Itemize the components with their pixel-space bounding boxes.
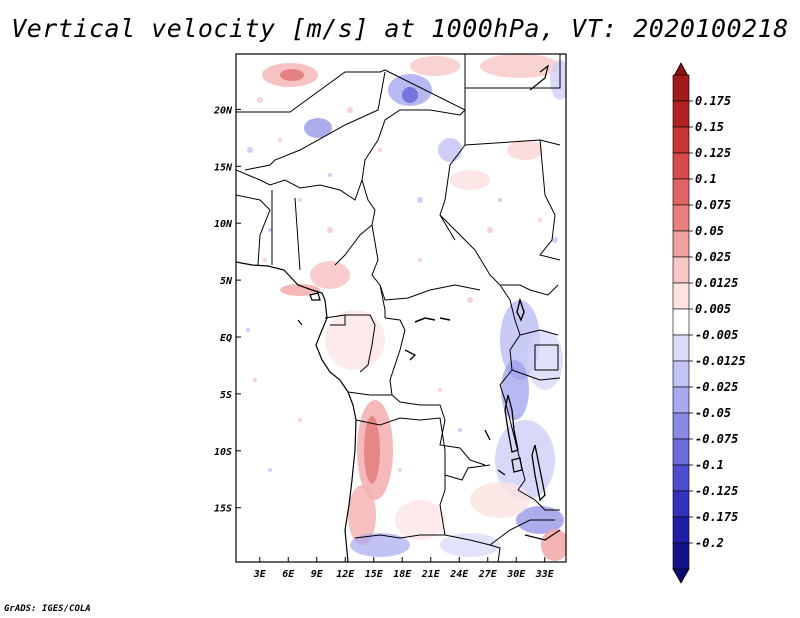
colorbar-swatch — [672, 464, 690, 492]
colorbar-label: 0.075 — [695, 198, 731, 212]
colorbar-swatch — [672, 490, 690, 518]
lat-label: 10N — [214, 219, 233, 230]
colorbar-label: 0.05 — [695, 224, 724, 238]
chart-title: Vertical velocity [m/s] at 1000hPa, VT: … — [11, 14, 789, 43]
colorbar-swatch — [672, 178, 690, 206]
colorbar-swatch — [672, 308, 690, 336]
colorbar-swatch — [672, 282, 690, 310]
colorbar-label: -0.05 — [695, 406, 731, 420]
lat-label: 15N — [214, 162, 233, 173]
colorbar-label: -0.005 — [695, 328, 738, 342]
colorbar-swatch — [672, 100, 690, 128]
lon-label: 30E — [506, 569, 526, 580]
lat-label: 20N — [213, 105, 233, 116]
colorbar-label: -0.125 — [695, 484, 738, 498]
longitude-axis: 3E 6E 9E 12E 15E 18E 21E 24E 27E 30E 33E — [253, 557, 555, 580]
colorbar-label: -0.2 — [695, 536, 724, 550]
colorbar-swatch — [672, 74, 690, 102]
lon-label: 12E — [336, 569, 355, 580]
lon-label: 33E — [535, 569, 555, 580]
colorbar-swatch — [672, 334, 690, 362]
colorbar-label: 0.15 — [695, 120, 724, 134]
colorbar-label: -0.075 — [695, 432, 738, 446]
lat-label: EQ — [220, 333, 232, 344]
colorbar-swatch — [672, 126, 690, 154]
colorbar-label: 0.125 — [695, 146, 731, 160]
lat-label: 15S — [214, 504, 232, 515]
colorbar-label: 0.1 — [695, 172, 717, 186]
colorbar-label: -0.1 — [695, 458, 724, 472]
colorbar-swatch — [672, 152, 690, 180]
lon-label: 24E — [449, 569, 469, 580]
colorbar-swatch — [672, 230, 690, 258]
lon-label: 6E — [282, 569, 295, 580]
colorbar-label: 0.0125 — [695, 276, 738, 290]
colorbar-bottom-arrow — [672, 568, 690, 584]
colorbar-swatch — [672, 386, 690, 414]
colorbar-swatch — [672, 542, 690, 570]
colorbar-label: -0.175 — [695, 510, 738, 524]
country-borders — [236, 54, 561, 562]
grads-credit: GrADS: IGES/COLA — [4, 604, 91, 614]
lat-label: 5S — [220, 390, 232, 401]
lon-label: 15E — [365, 569, 384, 580]
lat-label: 10S — [214, 447, 232, 458]
map-frame — [235, 53, 567, 563]
colorbar-label: 0.025 — [695, 250, 731, 264]
colorbar-swatch — [672, 360, 690, 388]
lon-label: 9E — [311, 569, 324, 580]
colorbar-swatch — [672, 438, 690, 466]
lat-label: 5N — [220, 276, 233, 287]
colorbar-label: 0.005 — [695, 302, 731, 316]
lon-label: 3E — [253, 569, 267, 580]
colorbar-label: -0.0125 — [695, 354, 746, 368]
lon-label: 27E — [478, 569, 498, 580]
lon-label: 21E — [421, 569, 441, 580]
colorbar-swatch — [672, 516, 690, 544]
colorbar-swatch — [672, 204, 690, 232]
latitude-axis: 20N 15N 10N 5N EQ 5S 10S 15S — [213, 105, 241, 515]
lon-label: 18E — [393, 569, 412, 580]
colorbar: 0.175 0.15 0.125 0.1 0.075 0.05 0.025 0.0125 0.0… — [672, 62, 746, 584]
colorbar-swatch — [672, 256, 690, 284]
colorbar-swatch — [672, 412, 690, 440]
colorbar-label: 0.175 — [695, 94, 731, 108]
colorbar-label: -0.025 — [695, 380, 738, 394]
